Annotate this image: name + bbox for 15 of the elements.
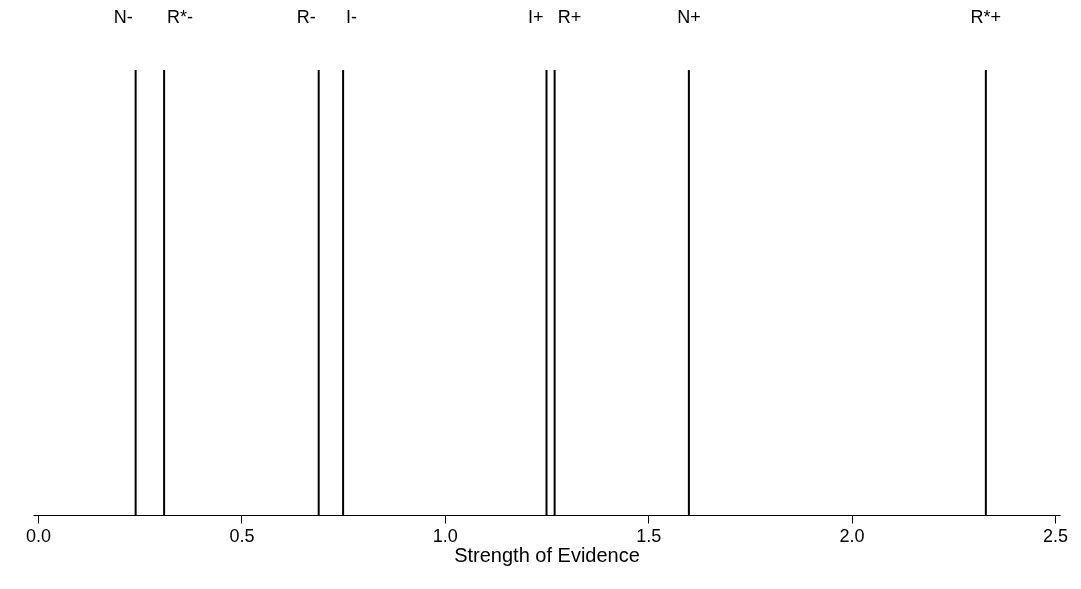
annotation: N+ xyxy=(677,7,701,27)
annotation: N- xyxy=(113,7,133,27)
annotation: I- xyxy=(346,7,358,27)
x-tick-label: 0.0 xyxy=(25,525,52,546)
annotation: R*- xyxy=(167,7,194,27)
annotation: R+ xyxy=(557,7,582,27)
x-tick-label: 1.0 xyxy=(432,525,458,546)
x-tick-label: 0.5 xyxy=(229,525,255,546)
annotation: R*+ xyxy=(970,7,1002,27)
annotation: R- xyxy=(296,7,316,27)
x-tick-label: 2.5 xyxy=(1042,525,1069,546)
x-axis-title: Strength of Evidence xyxy=(454,543,640,566)
annotation: I+ xyxy=(527,7,544,27)
x-tick-label: 2.0 xyxy=(839,525,865,546)
x-tick-label: 1.5 xyxy=(636,525,662,546)
